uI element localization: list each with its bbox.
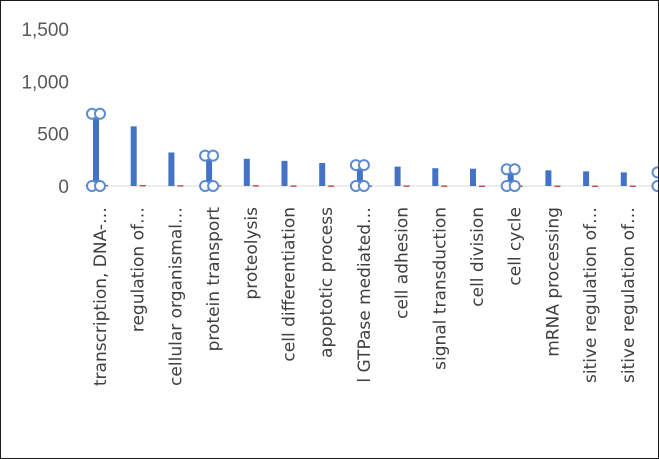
bar-series-1[interactable] bbox=[93, 113, 99, 186]
selection-handle-bottom[interactable] bbox=[651, 180, 659, 192]
x-tick-label: regulation of… bbox=[129, 207, 149, 332]
selection-handle-top[interactable] bbox=[357, 159, 370, 172]
bar-series-2[interactable] bbox=[403, 185, 410, 187]
x-tick-label: cell division bbox=[468, 207, 488, 307]
bar-series-1[interactable] bbox=[620, 172, 627, 186]
bar-series-1[interactable] bbox=[130, 126, 137, 186]
x-tick-label: proteolysis bbox=[242, 207, 262, 300]
selection-handle-bottom[interactable] bbox=[357, 180, 370, 192]
x-tick-label: apoptotic process bbox=[317, 207, 337, 358]
y-tick-label: 500 bbox=[37, 125, 69, 146]
x-tick-label: transcription, DNA-… bbox=[91, 207, 111, 386]
bar-series-1[interactable] bbox=[206, 155, 213, 186]
bar-series-1[interactable] bbox=[545, 170, 552, 186]
bar-series-2[interactable] bbox=[479, 185, 485, 187]
x-tick-label: cell adhesion bbox=[393, 207, 413, 319]
selection-handle-top[interactable] bbox=[651, 166, 659, 179]
bar-series-2[interactable] bbox=[139, 184, 146, 187]
bar-series-1[interactable] bbox=[319, 162, 326, 186]
x-tick-label: l GTPase mediated… bbox=[355, 207, 375, 383]
y-tick-label: 1,500 bbox=[21, 20, 69, 41]
bar-series-1[interactable] bbox=[356, 165, 363, 186]
selection-handle-top[interactable] bbox=[94, 107, 106, 120]
bar-series-2[interactable] bbox=[441, 185, 448, 187]
bar-series-1[interactable] bbox=[583, 171, 590, 186]
bar-series-2[interactable] bbox=[592, 185, 599, 187]
x-tick-label: sitive regulation of… bbox=[581, 207, 601, 383]
selection-handle-bottom[interactable] bbox=[508, 180, 521, 192]
bar-series-2[interactable] bbox=[290, 185, 297, 187]
bar-series-1[interactable] bbox=[394, 166, 401, 186]
bar-series-2[interactable] bbox=[629, 185, 636, 187]
x-tick-label: cell cycle bbox=[506, 207, 526, 286]
bar-series-1[interactable] bbox=[281, 160, 288, 186]
bar-series-2[interactable] bbox=[177, 185, 184, 187]
bar-series-2[interactable] bbox=[328, 185, 335, 187]
bar-series-2[interactable] bbox=[554, 185, 561, 187]
bar-series-1[interactable] bbox=[507, 169, 514, 186]
bar-series-2[interactable] bbox=[252, 185, 259, 187]
x-tick-label: protein transport bbox=[204, 207, 224, 352]
x-tick-label: cell differentiation bbox=[280, 207, 300, 362]
bar-series-1[interactable] bbox=[243, 158, 250, 186]
selection-handle-top[interactable] bbox=[207, 149, 220, 162]
x-tick-label: signal transduction bbox=[430, 207, 450, 370]
bar-series-1[interactable] bbox=[168, 152, 175, 186]
bar-series-1[interactable] bbox=[470, 168, 476, 186]
selection-handle-bottom[interactable] bbox=[94, 180, 106, 192]
x-tick-label: cellular organismal… bbox=[166, 207, 186, 386]
x-tick-label: sitive regulation of… bbox=[619, 207, 639, 383]
x-tick-label: mRNA processing bbox=[543, 207, 563, 357]
bar-series-1[interactable] bbox=[432, 168, 439, 186]
y-tick-label: 0 bbox=[58, 177, 69, 198]
selection-handle-bottom[interactable] bbox=[207, 180, 220, 192]
y-tick-label: 1,000 bbox=[21, 72, 69, 93]
selection-handle-top[interactable] bbox=[508, 163, 521, 176]
